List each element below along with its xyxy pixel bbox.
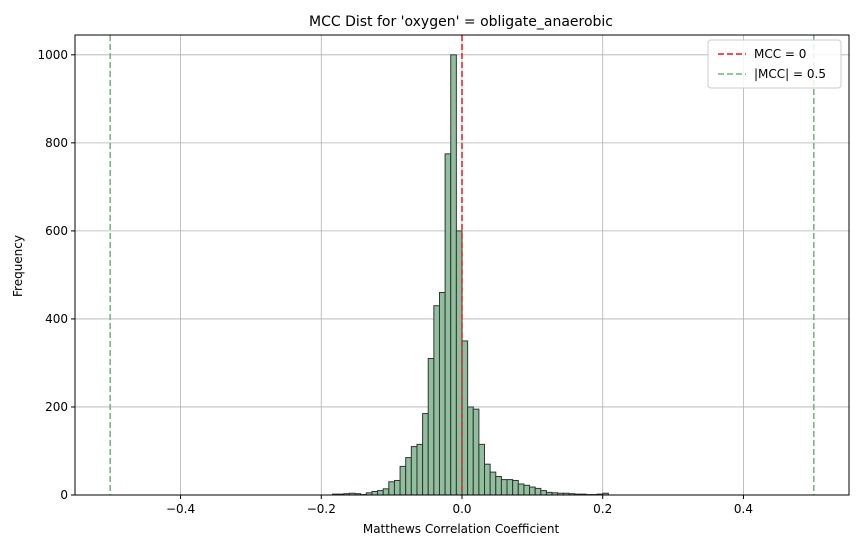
- x-axis-label: Matthews Correlation Coefficient: [363, 522, 560, 536]
- histogram-bar: [438, 292, 446, 496]
- histogram-bar: [393, 479, 401, 496]
- histogram-bar: [377, 490, 384, 496]
- histogram-bar: [529, 486, 536, 496]
- histogram-bar: [489, 471, 497, 496]
- histogram-bars: [332, 54, 609, 496]
- histogram-bar: [433, 305, 440, 496]
- x-tick-label: 0.4: [734, 502, 753, 516]
- histogram-bar: [410, 446, 418, 496]
- histogram-bar: [450, 54, 457, 496]
- legend-label: |MCC| = 0.5: [754, 67, 826, 81]
- y-tick-label: 600: [45, 224, 68, 238]
- histogram-bar: [455, 230, 463, 496]
- legend: MCC = 0 |MCC| = 0.5: [707, 39, 842, 89]
- histogram-bar: [405, 457, 412, 496]
- histogram-bar: [382, 488, 390, 496]
- histogram-bar: [500, 479, 508, 496]
- y-axis-label: Frequency: [11, 235, 25, 297]
- histogram-bar: [399, 465, 407, 496]
- y-axis-ticks: 0 200 400 600 800 1000: [37, 48, 75, 502]
- x-tick-label: 0.2: [593, 502, 612, 516]
- histogram-bar: [506, 479, 514, 496]
- histogram-bar: [416, 443, 424, 496]
- histogram-bar: [512, 479, 519, 496]
- x-axis-ticks: −0.4 −0.2 0.0 0.2 0.4: [166, 495, 753, 516]
- histogram-bar: [534, 487, 542, 496]
- histogram-bar: [422, 413, 429, 496]
- histogram-bar: [444, 153, 452, 496]
- y-tick-label: 800: [45, 136, 68, 150]
- x-tick-label: 0.0: [452, 502, 471, 516]
- histogram-bar: [540, 490, 547, 496]
- y-tick-label: 1000: [37, 48, 68, 62]
- x-tick-label: −0.4: [166, 502, 195, 516]
- reference-lines: [109, 35, 815, 495]
- histogram-bar: [388, 481, 395, 496]
- histogram-bar: [427, 358, 435, 496]
- histogram-bar: [523, 484, 531, 496]
- histogram-bar: [478, 443, 486, 496]
- histogram-bar: [517, 483, 525, 496]
- x-tick-label: −0.2: [307, 502, 336, 516]
- legend-box: [707, 39, 842, 89]
- legend-label: MCC = 0: [754, 47, 806, 61]
- y-tick-label: 200: [45, 400, 68, 414]
- histogram-bar: [371, 490, 379, 496]
- histogram-bar: [495, 476, 502, 496]
- y-tick-label: 400: [45, 312, 68, 326]
- chart-title: MCC Dist for 'oxygen' = obligate_anaerob…: [309, 14, 613, 30]
- histogram-bar: [472, 408, 480, 496]
- histogram-bar: [484, 463, 491, 496]
- y-tick-label: 0: [60, 488, 68, 502]
- histogram-bar: [467, 406, 474, 496]
- histogram-bar: [461, 340, 469, 496]
